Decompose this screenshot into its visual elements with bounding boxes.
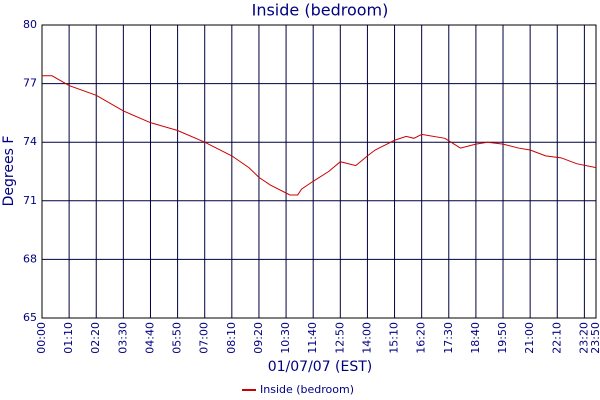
x-tick-label: 12:50 — [333, 322, 346, 354]
chart-title: Inside (bedroom) — [252, 1, 389, 20]
legend-label: Inside (bedroom) — [260, 383, 354, 396]
x-tick-label: 18:40 — [469, 322, 482, 354]
x-tick-label: 23:20 — [577, 322, 590, 354]
y-tick-label: 68 — [23, 252, 37, 265]
x-tick-label: 02:20 — [89, 322, 102, 354]
y-tick-label: 74 — [23, 135, 37, 148]
x-tick-label: 14:00 — [360, 322, 373, 354]
x-tick-label: 10:30 — [279, 322, 292, 354]
x-tick-label: 09:20 — [252, 322, 265, 354]
y-axis-title: Degrees F — [1, 136, 17, 207]
plot-border — [41, 24, 597, 319]
data-line — [42, 75, 597, 196]
x-tick-label: 21:00 — [523, 322, 536, 354]
x-tick-label: 05:50 — [171, 322, 184, 354]
y-tick-label: 80 — [23, 18, 37, 31]
x-tick-label: 22:10 — [550, 322, 563, 354]
x-tick-label: 23:50 — [589, 322, 600, 354]
x-tick-label: 16:20 — [415, 322, 428, 354]
x-tick-label: 15:10 — [388, 322, 401, 354]
x-tick-label: 04:40 — [143, 322, 156, 354]
x-tick-label: 07:00 — [198, 322, 211, 354]
x-axis-title: 01/07/07 (EST) — [268, 359, 373, 375]
y-tick-label: 71 — [23, 194, 37, 207]
x-tick-label: 03:30 — [116, 322, 129, 354]
x-tick-label: 00:00 — [35, 322, 48, 354]
y-tick-label: 65 — [23, 311, 37, 324]
x-tick-label: 17:30 — [442, 322, 455, 354]
x-tick-label: 11:40 — [306, 322, 319, 354]
x-tick-label: 01:10 — [62, 322, 75, 354]
y-tick-label: 77 — [23, 77, 37, 90]
x-tick-label: 08:10 — [225, 322, 238, 354]
x-tick-label: 19:50 — [496, 322, 509, 354]
